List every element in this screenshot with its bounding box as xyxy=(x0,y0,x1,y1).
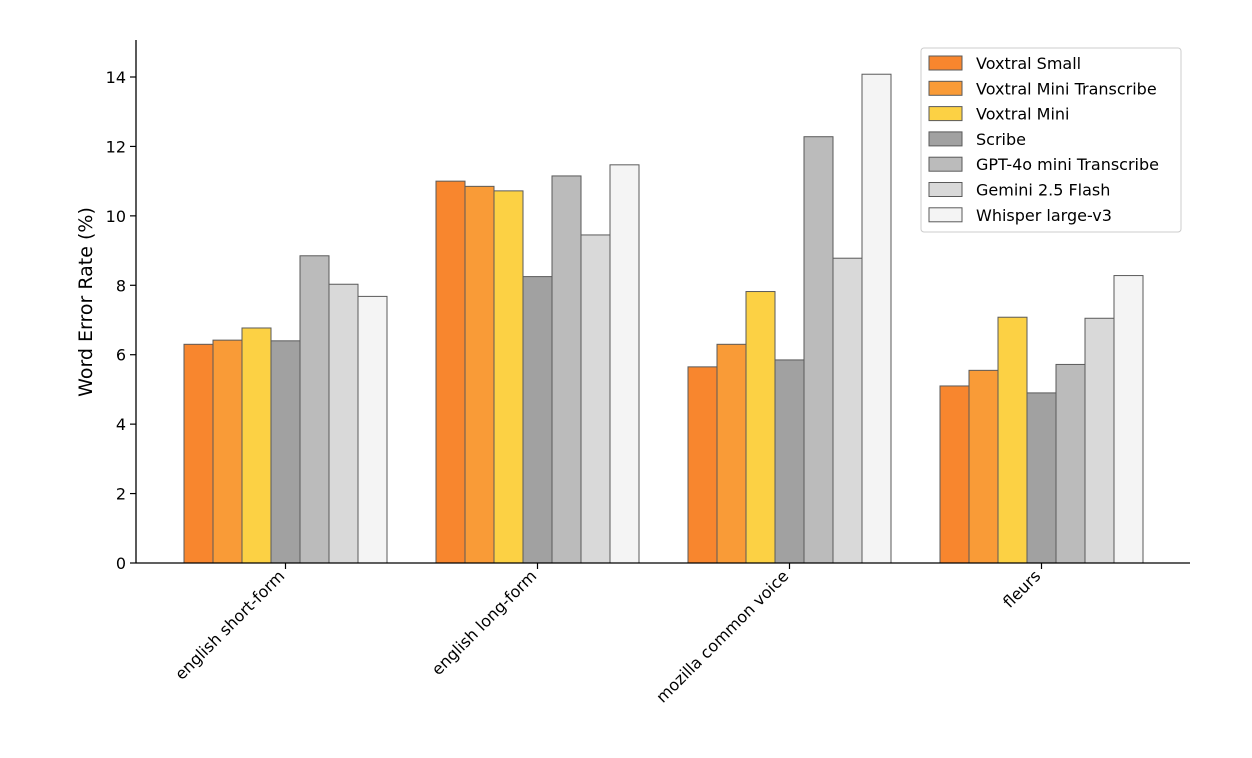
bar-voxtral-mini-transcribe-3 xyxy=(968,369,999,564)
bar-voxtral-small-1 xyxy=(435,180,466,564)
y-tick-label: 6 xyxy=(116,346,126,365)
bar-voxtral-mini-3 xyxy=(997,316,1028,564)
legend-label-voxtral-mini-transcribe: Voxtral Mini Transcribe xyxy=(976,79,1157,98)
bar-whisper-large-v3-0 xyxy=(357,295,388,564)
y-tick-label: 12 xyxy=(106,137,126,156)
bar-gemini-2-5-flash-2 xyxy=(832,257,863,564)
bar-whisper-large-v3-2 xyxy=(861,73,892,564)
bar-voxtral-small-3 xyxy=(939,385,970,564)
legend-swatch-scribe xyxy=(928,131,963,147)
bar-voxtral-mini-transcribe-2 xyxy=(716,343,747,564)
bar-voxtral-mini-1 xyxy=(493,190,524,564)
bar-gemini-2-5-flash-0 xyxy=(328,283,359,564)
y-tick-label: 8 xyxy=(116,276,126,295)
legend-swatch-voxtral-small xyxy=(928,55,963,71)
legend-label-gpt-4o-mini-transcribe: GPT-4o mini Transcribe xyxy=(976,155,1159,174)
x-tick-label: mozilla common voice xyxy=(652,566,792,706)
bar-gemini-2-5-flash-3 xyxy=(1084,317,1115,564)
bar-gpt-4o-mini-transcribe-2 xyxy=(803,136,834,564)
axes-layer xyxy=(135,40,1190,564)
legend: Voxtral Small Voxtral Mini Transcribe Voxt… xyxy=(920,47,1182,233)
bar-voxtral-small-2 xyxy=(687,366,718,564)
bar-scribe-3 xyxy=(1026,392,1057,564)
bar-whisper-large-v3-3 xyxy=(1113,275,1144,564)
legend-label-scribe: Scribe xyxy=(976,130,1026,149)
y-tick-label: 10 xyxy=(106,207,126,226)
legend-label-voxtral-mini: Voxtral Mini xyxy=(976,105,1070,124)
x-tick-label: english short-form xyxy=(171,566,288,683)
legend-label-gemini-2-5-flash: Gemini 2.5 Flash xyxy=(976,181,1110,200)
y-tick-label: 4 xyxy=(116,415,126,434)
bar-scribe-0 xyxy=(270,340,301,564)
bar-voxtral-small-0 xyxy=(183,343,214,564)
x-tick-label: fleurs xyxy=(999,566,1044,611)
legend-swatch-voxtral-mini xyxy=(928,106,963,122)
bar-gpt-4o-mini-transcribe-0 xyxy=(299,255,330,564)
y-tick-label: 2 xyxy=(116,485,126,504)
y-tick-label: 0 xyxy=(116,554,126,573)
y-axis-label: Word Error Rate (%) xyxy=(75,207,97,397)
bar-voxtral-mini-transcribe-0 xyxy=(212,339,243,564)
y-tick-label: 14 xyxy=(106,68,126,87)
bar-gpt-4o-mini-transcribe-1 xyxy=(551,175,582,564)
legend-swatch-whisper-large-v3 xyxy=(928,207,963,223)
bar-gpt-4o-mini-transcribe-3 xyxy=(1055,363,1086,564)
bar-whisper-large-v3-1 xyxy=(609,164,640,564)
x-ticks: english short-form english long-form mozil… xyxy=(171,563,1044,706)
bar-voxtral-mini-transcribe-1 xyxy=(464,185,495,564)
legend-label-whisper-large-v3: Whisper large-v3 xyxy=(976,206,1112,225)
bar-voxtral-mini-0 xyxy=(241,327,272,564)
bar-gemini-2-5-flash-1 xyxy=(580,234,611,564)
x-tick-label: english long-form xyxy=(428,566,541,679)
legend-label-voxtral-small: Voxtral Small xyxy=(976,54,1081,73)
y-ticks: 0 2 4 6 8 10 12 14 xyxy=(106,68,136,573)
bar-scribe-1 xyxy=(522,276,553,564)
bar-voxtral-mini-2 xyxy=(745,291,776,564)
bar-scribe-2 xyxy=(774,359,805,564)
bars-layer xyxy=(183,73,1144,564)
legend-swatch-voxtral-mini-transcribe xyxy=(928,80,963,96)
legend-swatch-gemini-2-5-flash xyxy=(928,182,963,197)
legend-swatch-gpt-4o-mini-transcribe xyxy=(928,156,963,172)
legend-box xyxy=(920,47,1182,233)
